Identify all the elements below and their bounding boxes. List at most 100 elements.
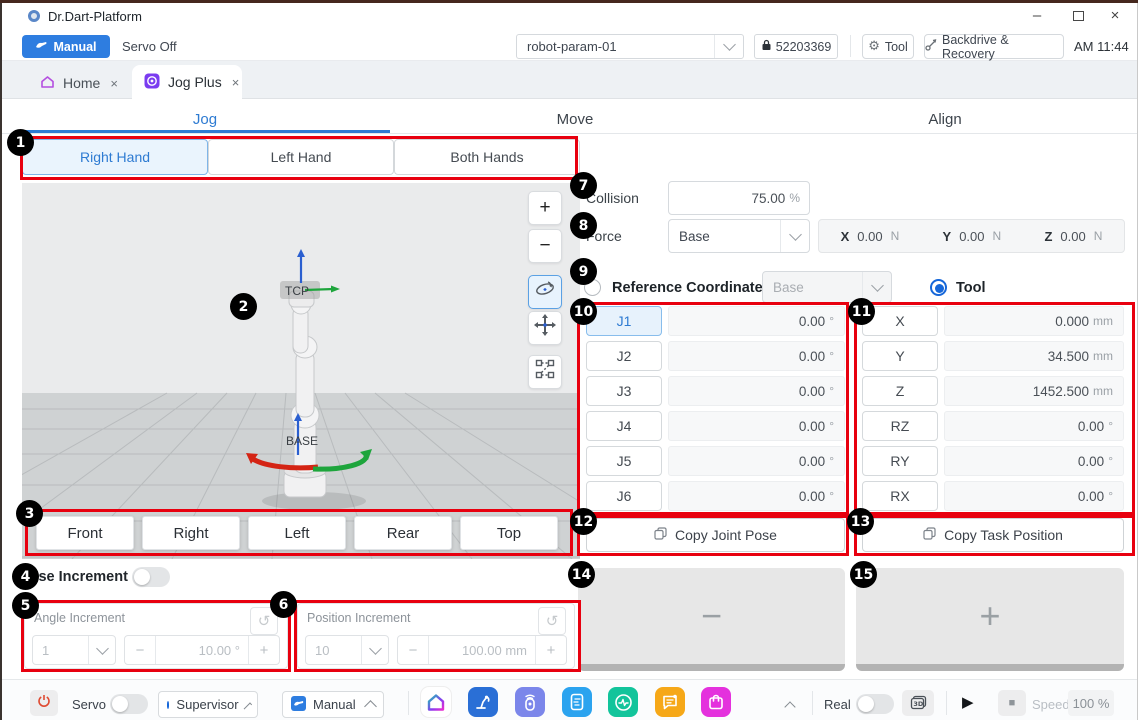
annotation-marker-14: 14 bbox=[568, 561, 595, 588]
position-decrement-button[interactable]: − bbox=[398, 636, 429, 664]
robot-param-select[interactable]: robot-param-01 bbox=[516, 34, 744, 59]
position-increment-preset-select[interactable]: 10 bbox=[305, 635, 389, 665]
angle-increment-value: 10.00 ° bbox=[198, 642, 240, 658]
angle-increment-button[interactable]: + bbox=[248, 636, 279, 664]
subtab-align[interactable]: Align bbox=[928, 110, 962, 128]
app-icon-program[interactable] bbox=[562, 687, 592, 717]
force-readout-panel: X 0.00 N Y 0.00 N Z 0.00 N bbox=[818, 219, 1125, 253]
app-icon-monitor[interactable] bbox=[608, 687, 638, 717]
task-x-value: 0.000 mm bbox=[944, 306, 1124, 336]
stop-button[interactable]: ■ bbox=[998, 690, 1026, 716]
zoom-out-button[interactable]: − bbox=[528, 229, 562, 263]
play-button[interactable]: ▶ bbox=[962, 694, 974, 711]
statusbar-divider bbox=[408, 691, 409, 715]
joint-j3-button[interactable]: J3 bbox=[586, 376, 662, 406]
tab-home[interactable]: Home × bbox=[30, 69, 130, 97]
annotation-marker-6: 6 bbox=[270, 591, 297, 618]
base-label: BASE bbox=[286, 434, 318, 448]
view-left-button[interactable]: Left bbox=[248, 516, 346, 550]
view-rear-button[interactable]: Rear bbox=[354, 516, 452, 550]
maximize-button[interactable] bbox=[1073, 11, 1084, 21]
sim-3d-button[interactable]: 3D bbox=[902, 690, 934, 716]
angle-increment-stepper: − 10.00 ° + bbox=[124, 635, 280, 665]
angle-increment-reset-button[interactable]: ↺ bbox=[250, 607, 278, 635]
annotation-marker-5: 5 bbox=[12, 592, 39, 619]
copy-joint-pose-button[interactable]: Copy Joint Pose bbox=[586, 518, 845, 552]
angle-decrement-button[interactable]: − bbox=[125, 636, 156, 664]
left-hand-button[interactable]: Left Hand bbox=[208, 139, 394, 175]
use-increment-label: Use Increment bbox=[28, 569, 128, 585]
mode-select[interactable]: Manual bbox=[282, 691, 384, 718]
annotation-marker-2: 2 bbox=[230, 293, 257, 320]
joint-j1-button[interactable]: J1 bbox=[586, 306, 662, 336]
copy-task-position-button[interactable]: Copy Task Position bbox=[862, 518, 1124, 552]
annotation-marker-11: 11 bbox=[848, 298, 875, 325]
subtab-active-underline bbox=[20, 130, 390, 133]
joint-j5-button[interactable]: J5 bbox=[586, 446, 662, 476]
close-button[interactable]: × bbox=[1110, 7, 1120, 24]
minimize-button[interactable]: – bbox=[1032, 7, 1042, 24]
close-tab-home-icon[interactable]: × bbox=[110, 75, 118, 91]
position-increment-reset-button[interactable]: ↺ bbox=[538, 607, 566, 635]
app-icon-home[interactable] bbox=[421, 687, 451, 717]
annotation-marker-3: 3 bbox=[16, 500, 43, 527]
annotation-marker-13: 13 bbox=[847, 508, 874, 535]
statusbar-divider bbox=[946, 691, 947, 715]
safety-code-box[interactable]: 52203369 bbox=[754, 34, 838, 59]
task-y-button[interactable]: Y bbox=[862, 341, 938, 371]
joint-j4-button[interactable]: J4 bbox=[586, 411, 662, 441]
robot-3d-viewport[interactable]: TCP BASE bbox=[0, 183, 673, 560]
tab-jog-plus[interactable]: Jog Plus × bbox=[132, 65, 242, 99]
servo-status-text: Servo Off bbox=[122, 39, 177, 54]
angle-increment-preset-select[interactable]: 1 bbox=[32, 635, 116, 665]
measure-icon bbox=[535, 359, 555, 385]
both-hands-button[interactable]: Both Hands bbox=[394, 139, 580, 175]
joint-j6-button[interactable]: J6 bbox=[586, 481, 662, 511]
tool-button[interactable]: ⚙ Tool bbox=[862, 34, 914, 59]
zoom-in-button[interactable]: + bbox=[528, 191, 562, 225]
chevron-down-icon bbox=[862, 272, 891, 302]
subtab-jog[interactable]: Jog bbox=[192, 110, 218, 128]
task-rz-button[interactable]: RZ bbox=[862, 411, 938, 441]
jog-plus-button[interactable]: + bbox=[856, 568, 1124, 671]
joint-j5-value: 0.00 ° bbox=[668, 446, 845, 476]
manual-mode-button[interactable]: Manual bbox=[22, 35, 110, 58]
task-rx-button[interactable]: RX bbox=[862, 481, 938, 511]
annotation-marker-9: 9 bbox=[570, 258, 597, 285]
force-frame-select[interactable]: Base bbox=[668, 219, 810, 253]
power-button[interactable] bbox=[30, 690, 58, 716]
jog-minus-button[interactable]: − bbox=[578, 568, 845, 671]
subtab-move[interactable]: Move bbox=[556, 110, 594, 128]
servo-toggle[interactable] bbox=[110, 694, 148, 714]
backdrive-recovery-button[interactable]: Backdrive & Recovery bbox=[924, 33, 1064, 61]
app-icon-robot-jog[interactable] bbox=[468, 687, 498, 717]
view-top-button[interactable]: Top bbox=[460, 516, 558, 550]
user-role-select[interactable]: Supervisor bbox=[158, 691, 258, 718]
position-increment-button[interactable]: + bbox=[535, 636, 566, 664]
task-z-value: 1452.500 mm bbox=[944, 376, 1124, 406]
force-x-readout: X 0.00 N bbox=[840, 228, 900, 244]
tool-radio-label: Tool bbox=[956, 280, 986, 296]
app-icon-message[interactable] bbox=[655, 687, 685, 717]
annotation-box-copy-joint bbox=[577, 515, 849, 556]
close-tab-jog-plus-icon[interactable]: × bbox=[231, 74, 240, 90]
view-front-button[interactable]: Front bbox=[36, 516, 134, 550]
joint-j2-button[interactable]: J2 bbox=[586, 341, 662, 371]
task-z-button[interactable]: Z bbox=[862, 376, 938, 406]
task-ry-button[interactable]: RY bbox=[862, 446, 938, 476]
pan-mode-button[interactable] bbox=[528, 311, 562, 345]
use-increment-toggle[interactable] bbox=[132, 567, 170, 587]
collision-input[interactable]: 75.00 % bbox=[668, 181, 810, 215]
view-right-button[interactable]: Right bbox=[142, 516, 240, 550]
force-z-readout: Z 0.00 N bbox=[1044, 228, 1103, 244]
app-icon-pendant[interactable] bbox=[515, 687, 545, 717]
real-toggle[interactable] bbox=[856, 694, 894, 714]
task-ry-value: 0.00 ° bbox=[944, 446, 1124, 476]
orbit-mode-button[interactable] bbox=[528, 275, 562, 309]
joint-j1-value: 0.00 ° bbox=[668, 306, 845, 336]
app-icon-store[interactable] bbox=[701, 687, 731, 717]
tool-radio[interactable] bbox=[930, 279, 947, 296]
annotation-box-copy-task bbox=[854, 515, 1135, 556]
measure-mode-button[interactable] bbox=[528, 355, 562, 389]
manual-mode-icon bbox=[35, 40, 48, 54]
